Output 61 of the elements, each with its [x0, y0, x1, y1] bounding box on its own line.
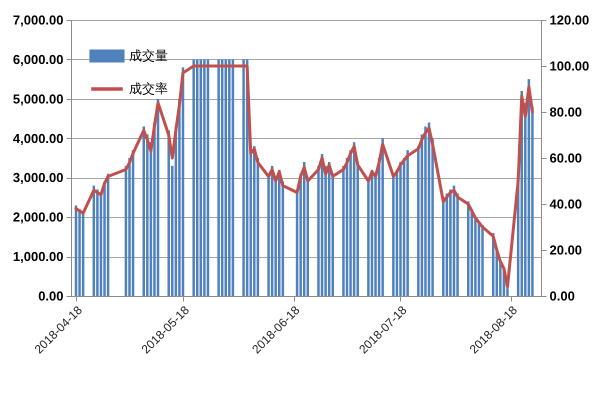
bar [370, 170, 374, 296]
bar [220, 59, 224, 296]
bar [106, 174, 110, 296]
bar [452, 186, 456, 296]
bar [196, 59, 198, 296]
bar [224, 59, 228, 296]
bar [203, 59, 206, 296]
bar [442, 197, 445, 296]
bar [478, 221, 480, 296]
y-tick-label: 2,000.00 [12, 210, 64, 225]
bar [467, 201, 470, 296]
y-tick-label: 4,000.00 [12, 130, 64, 146]
bar [449, 190, 452, 296]
legend-label: 成交率 [129, 81, 168, 96]
bar [74, 205, 78, 296]
bar [381, 138, 384, 296]
bar [217, 59, 220, 296]
bar [167, 130, 170, 296]
y2-tick-label: 120.00 [550, 12, 590, 28]
bar [406, 150, 409, 296]
bar [192, 59, 195, 296]
bar [200, 59, 202, 296]
y-tick-label: 5,000.00 [12, 91, 64, 106]
bar [78, 209, 81, 296]
bar [182, 67, 184, 296]
bar [206, 59, 210, 296]
bar [424, 126, 427, 296]
bar [399, 162, 402, 296]
y2-tick-label: 40.00 [550, 196, 582, 212]
y-tick-label: 3,000.00 [12, 170, 64, 186]
bar [92, 186, 96, 296]
y2-tick-label: 60.00 [550, 150, 582, 166]
bar [446, 193, 448, 296]
bar [270, 166, 274, 296]
y-tick-label: 7,000.00 [12, 12, 64, 28]
bar [528, 79, 530, 296]
y-tick-label: 6,000.00 [12, 52, 64, 67]
bar [96, 190, 99, 296]
y-tick-label: 0.00 [38, 288, 64, 304]
bar [228, 59, 231, 296]
y2-tick-label: 80.00 [550, 104, 582, 120]
bar [132, 150, 134, 296]
legend-label: 成交量 [129, 48, 168, 63]
bar [142, 126, 145, 296]
bar [320, 154, 324, 296]
bar [328, 162, 330, 296]
y-tick-label: 1,000.00 [12, 249, 64, 264]
bar [481, 225, 484, 296]
bar [278, 170, 281, 296]
bar [253, 146, 256, 296]
y2-tick-label: 20.00 [550, 242, 582, 258]
line-series [74, 64, 534, 288]
bar [302, 162, 306, 296]
y2-tick-label: 0.00 [550, 288, 575, 304]
y2-tick-label: 100.00 [550, 58, 590, 74]
bar [156, 98, 160, 296]
bar [82, 213, 84, 296]
bar [352, 142, 356, 296]
bar [242, 59, 245, 296]
bar [232, 59, 234, 296]
bar [428, 122, 430, 296]
